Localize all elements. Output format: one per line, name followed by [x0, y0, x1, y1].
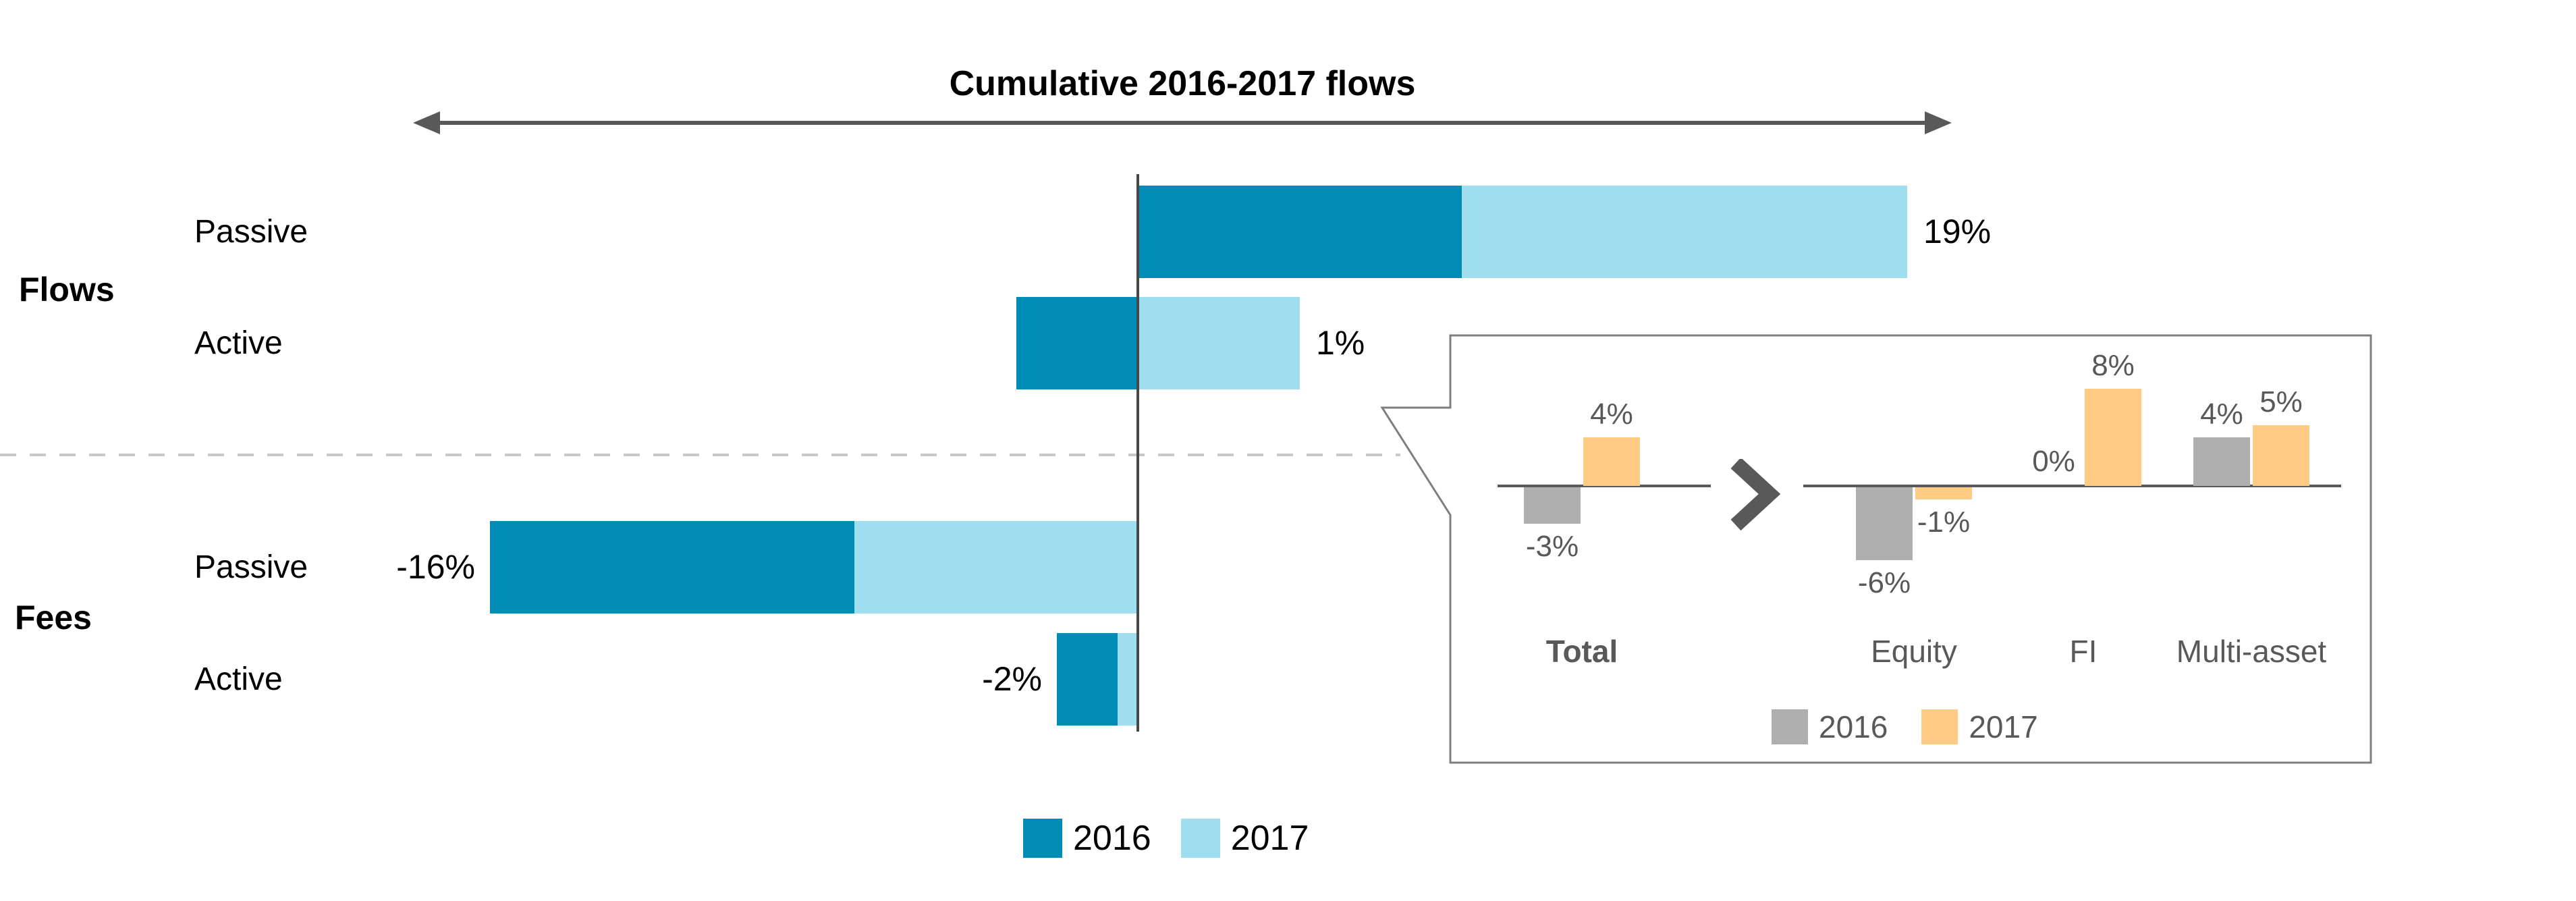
- legend-label-2017: 2017: [1230, 819, 1309, 858]
- inset-bar-0-1: [1583, 437, 1640, 486]
- inset-axis-total: [1498, 485, 1711, 487]
- inset-label-2-0: 0%: [2032, 445, 2075, 478]
- legend-inset: 2016 2017: [1772, 709, 2072, 745]
- label-flows-passive: 19%: [1923, 213, 1992, 250]
- inset-bar-0-0: [1524, 487, 1581, 524]
- section-divider-dashed: [0, 454, 1400, 456]
- inset-legend-label-2017: 2017: [1969, 709, 2038, 744]
- cat-flows-active: Active: [194, 325, 283, 361]
- inset-legend-swatch-2017: [1921, 709, 1958, 744]
- label-fees-passive: -16%: [396, 548, 475, 586]
- legend-label-2016: 2016: [1073, 819, 1151, 858]
- bar-flows-passive-2017: [1462, 186, 1907, 278]
- inset-bar-3-1: [2253, 425, 2309, 486]
- inset-cat-1: Equity: [1871, 634, 1957, 669]
- legend-swatch-2017: [1180, 819, 1220, 858]
- cat-fees-active: Active: [194, 661, 283, 697]
- label-flows-active: 1%: [1316, 324, 1365, 362]
- inset-axis-classes: [1803, 485, 2341, 487]
- legend-main: 2016 2017: [1023, 818, 1338, 858]
- group-label-fees: Fees: [15, 599, 92, 636]
- bar-fees-passive-2017: [854, 521, 1138, 613]
- bar-fees-active-2017: [1118, 633, 1138, 726]
- inset-cat-3: Multi-asset: [2176, 634, 2327, 669]
- inset-bar-3-0: [2193, 437, 2250, 486]
- cat-fees-passive: Passive: [194, 549, 308, 585]
- legend-swatch-2016: [1023, 819, 1062, 858]
- inset-label-0-0: -3%: [1525, 530, 1579, 563]
- bar-flows-active-2017: [1138, 297, 1300, 389]
- bar-fees-passive-2016: [490, 521, 854, 613]
- zero-axis-line: [1136, 174, 1139, 732]
- cat-flows-passive: Passive: [194, 214, 308, 250]
- bar-flows-passive-2016: [1138, 186, 1462, 278]
- chart-title: Cumulative 2016-2017 flows: [949, 64, 1416, 103]
- inset-bar-2-1: [2085, 389, 2141, 486]
- inset-legend-swatch-2016: [1772, 709, 1808, 744]
- inset-label-0-1: 4%: [1590, 398, 1633, 431]
- inset-label-3-0: 4%: [2200, 398, 2243, 431]
- inset-legend-label-2016: 2016: [1819, 709, 1888, 744]
- inset-cat-0: Total: [1545, 634, 1618, 669]
- chevron-right-icon: [1730, 459, 1781, 531]
- inset-bar-1-0: [1856, 487, 1913, 560]
- bar-flows-active-2016: [1016, 297, 1138, 389]
- inset-label-1-0: -6%: [1857, 566, 1911, 599]
- group-label-flows: Flows: [19, 271, 115, 308]
- inset-label-2-1: 8%: [2091, 349, 2135, 382]
- inset-label-1-1: -1%: [1917, 506, 1971, 539]
- inset-cat-2: FI: [2069, 634, 2098, 669]
- inset-label-3-1: 5%: [2259, 385, 2303, 418]
- range-arrow-icon: [413, 111, 1952, 134]
- label-fees-active: -2%: [982, 660, 1042, 698]
- bar-fees-active-2016: [1057, 633, 1118, 726]
- inset-bar-1-1: [1915, 487, 1972, 499]
